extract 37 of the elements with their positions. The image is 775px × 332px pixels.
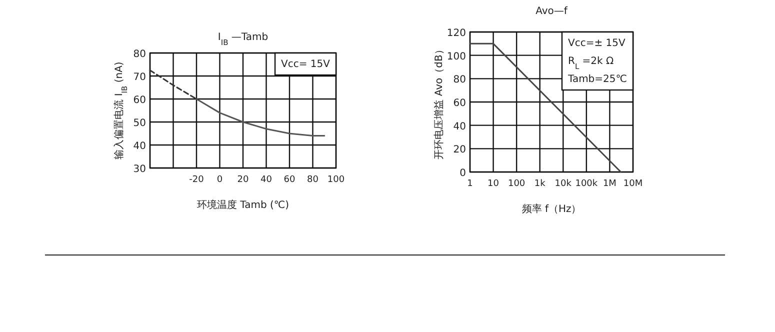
annotation: Vcc= 15V (281, 59, 330, 70)
x-tick-label: 20 (237, 175, 249, 185)
x-tick-label: 60 (284, 175, 296, 185)
x-tick-label: 100 (327, 175, 345, 185)
x-tick-label: 10 (488, 179, 500, 189)
x-axis-title: 环境温度 Tamb (℃) (196, 199, 290, 211)
y-tick-label: 60 (133, 95, 146, 106)
y-tick-label: 40 (133, 141, 146, 152)
y-tick-label: 120 (446, 28, 466, 39)
y-tick-label: 30 (133, 164, 146, 175)
annotation: Tamb=25℃ (566, 74, 627, 85)
x-tick-label: -20 (189, 175, 204, 185)
y-tick-label: 70 (133, 72, 146, 83)
line-series (196, 98, 326, 137)
x-tick-label: 40 (260, 175, 272, 185)
y-tick-label: 50 (133, 118, 146, 129)
y-tick-label: 20 (453, 144, 466, 156)
y-tick-label: 40 (453, 121, 466, 132)
annotation: Vcc=± 15V (568, 38, 626, 49)
chart-title: Avo—f (536, 6, 568, 17)
x-tick-label: 80 (307, 175, 319, 185)
chart-title: I$_{IB}$ —Tamb (218, 32, 268, 46)
x-tick-label: 1k (534, 179, 546, 189)
y-tick-label: 60 (453, 98, 466, 109)
y-axis-title: 开环电压增益 Avo（dB） (433, 44, 445, 160)
x-tick-label: 100k (575, 179, 598, 189)
y-tick-label: 100 (446, 51, 466, 62)
x-tick-label: 0 (216, 175, 223, 185)
x-tick-label: 100 (508, 179, 526, 189)
x-tick-label: 1 (467, 179, 473, 189)
annotation: R$_{L}$ =2k Ω (568, 56, 614, 70)
x-tick-label: 1M (602, 179, 616, 189)
y-tick-label: 80 (453, 74, 466, 86)
y-tick-label: 80 (133, 49, 146, 60)
x-tick-label: 10M (623, 179, 643, 189)
x-axis-title: 频率 f（Hz） (522, 203, 582, 215)
x-tick-label: 10k (554, 179, 572, 189)
